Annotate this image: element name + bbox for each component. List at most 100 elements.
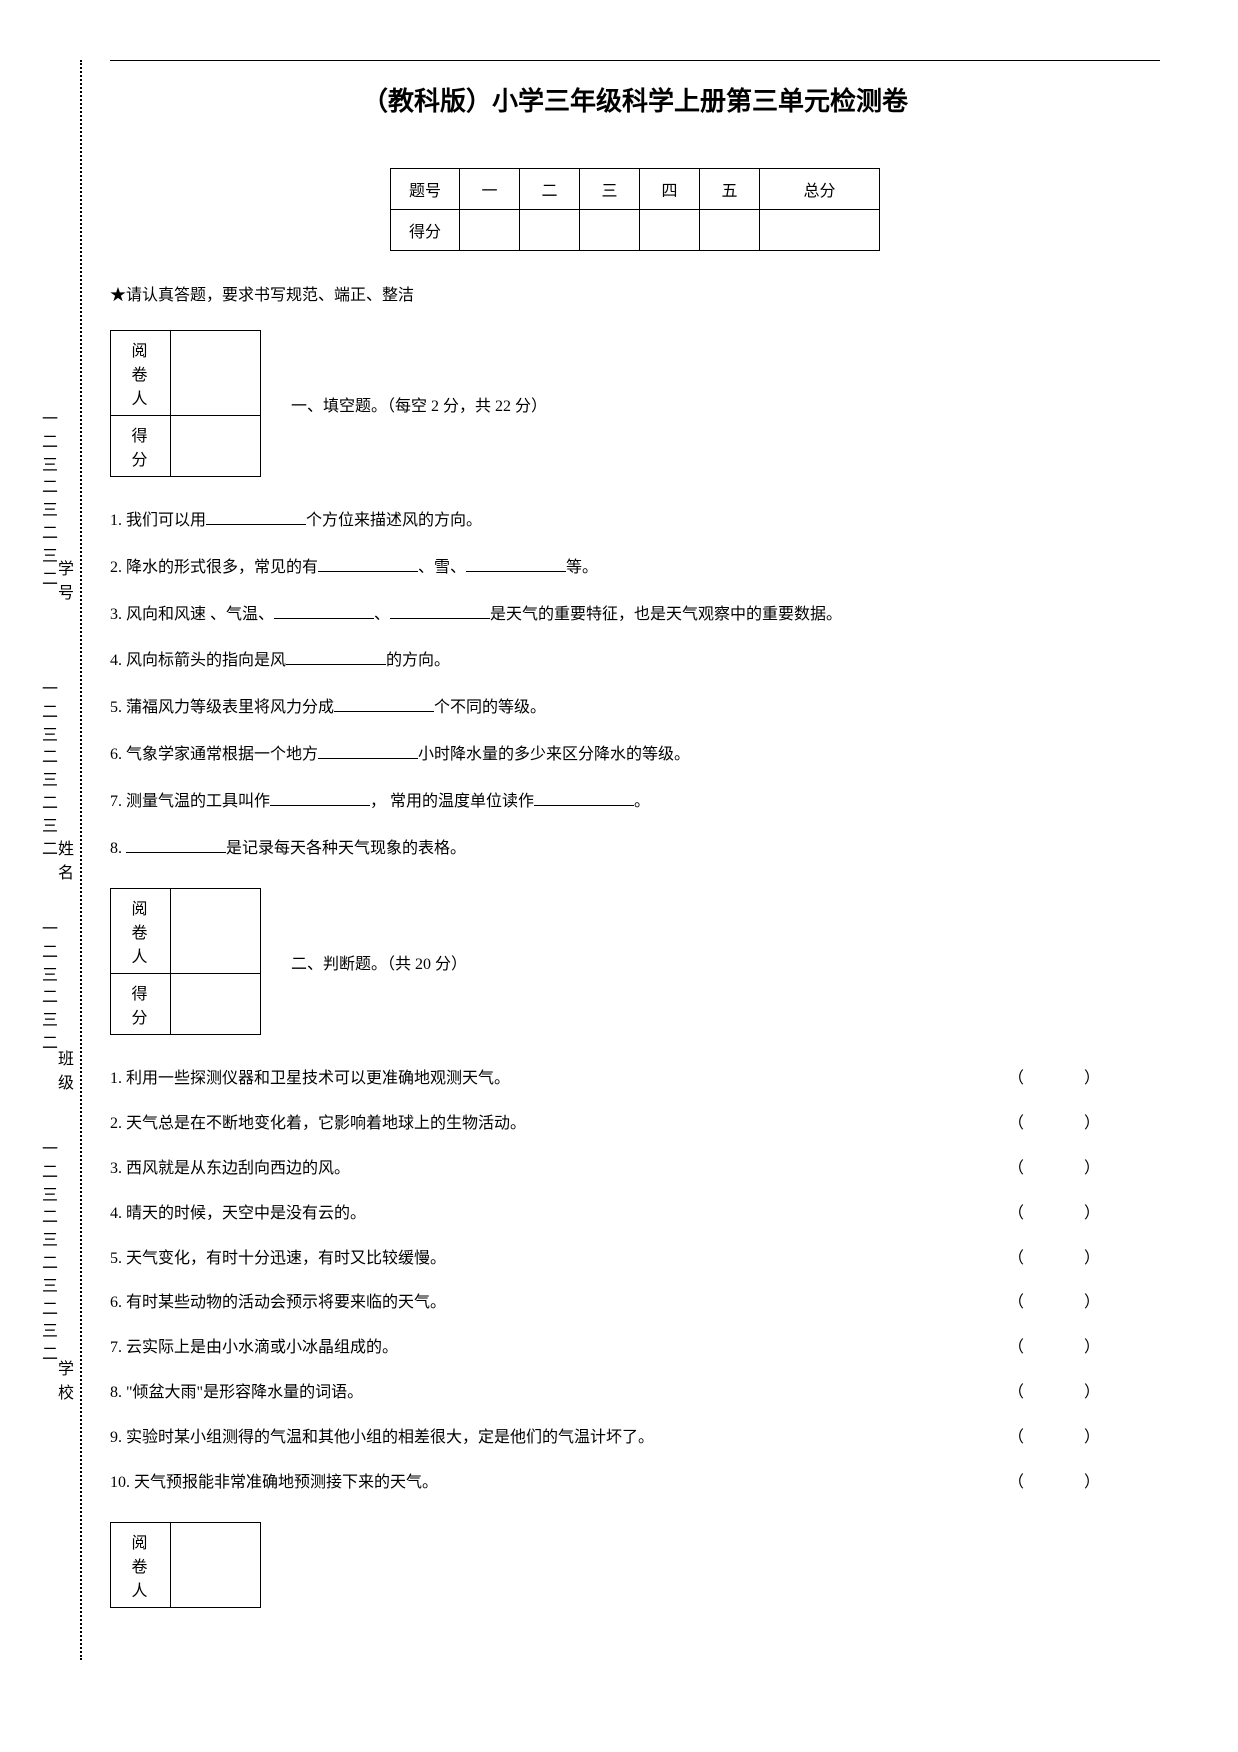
score-cell[interactable] [580,210,640,251]
judge-item: 8. "倾盆大雨"是形容降水量的词语。 （） [110,1379,1160,1408]
score-cell[interactable] [171,974,261,1035]
blank[interactable] [534,790,634,806]
q7-text-b: ， 常用的温度单位读作 [370,793,534,810]
binding-dotted-line [80,60,82,1660]
section2-title: 二、判断题。（共 20 分） [291,950,467,974]
judge-text: 4. 晴天的时候，天空中是没有云的。 [110,1200,710,1229]
q5-text-b: 个不同的等级。 [434,699,546,716]
top-rule [110,60,1160,61]
judge-bracket[interactable]: （） [960,1245,1160,1274]
blank[interactable] [206,509,306,525]
score-cell[interactable] [700,210,760,251]
section1-header: 阅卷人 得 分 一、填空题。（每空 2 分，共 22 分） [110,330,1160,477]
q2-text-a: 2. 降水的形式很多，常见的有 [110,559,318,576]
judge-bracket[interactable]: （） [960,1065,1160,1094]
score-cell[interactable] [760,210,880,251]
reviewer-cell[interactable] [171,1523,261,1608]
judge-item: 3. 西风就是从东边刮向西边的风。 （） [110,1155,1160,1184]
judge-bracket[interactable]: （） [960,1200,1160,1229]
blank[interactable] [126,837,226,853]
blank[interactable] [318,556,418,572]
q4-text-a: 4. 风向标箭头的指向是风 [110,652,286,669]
q6-text-a: 6. 气象学家通常根据一个地方 [110,746,318,763]
col-total: 总分 [760,169,880,210]
judge-text: 7. 云实际上是由小水滴或小冰晶组成的。 [110,1334,710,1363]
blank[interactable] [270,790,370,806]
judge-bracket[interactable]: （） [960,1424,1160,1453]
judge-text: 10. 天气预报能非常准确地预测接下来的天气。 [110,1469,710,1498]
judge-text: 9. 实验时某小组测得的气温和其他小组的相差很大，定是他们的气温计坏了。 [110,1424,710,1453]
col-4: 四 [640,169,700,210]
q3-text-a: 3. 风向和风速 、气温、 [110,606,274,623]
q4: 4. 风向标箭头的指向是风 的方向。 [110,647,1160,676]
q6-text-b: 小时降水量的多少来区分降水的等级。 [418,746,690,763]
side-label-school: 学校 [35,1360,75,1408]
score-cell[interactable] [640,210,700,251]
side-label-name: 姓名 [35,840,75,888]
judge-item: 10. 天气预报能非常准确地预测接下来的天气。 （） [110,1469,1160,1498]
reviewer-cell[interactable] [171,331,261,416]
judge-item: 9. 实验时某小组测得的气温和其他小组的相差很大，定是他们的气温计坏了。 （） [110,1424,1160,1453]
grader-table-2: 阅卷人 得 分 [110,888,261,1035]
judge-bracket[interactable]: （） [960,1289,1160,1318]
q7: 7. 测量气温的工具叫作 ， 常用的温度单位读作 。 [110,788,1160,817]
blank[interactable] [334,696,434,712]
q6: 6. 气象学家通常根据一个地方 小时降水量的多少来区分降水的等级。 [110,741,1160,770]
grader-table-1: 阅卷人 得 分 [110,330,261,477]
q3-text-b: 、 [374,606,390,623]
q2-text-c: 等。 [566,559,598,576]
blank[interactable] [466,556,566,572]
q8: 8. 是记录每天各种天气现象的表格。 [110,835,1160,864]
q4-text-b: 的方向。 [386,652,450,669]
q1-text-b: 个方位来描述风的方向。 [306,512,482,529]
judge-item: 1. 利用一些探测仪器和卫星技术可以更准确地观测天气。 （） [110,1065,1160,1094]
judge-bracket[interactable]: （） [960,1469,1160,1498]
judge-item: 6. 有时某些动物的活动会预示将要来临的天气。（） [110,1289,1160,1318]
q1: 1. 我们可以用 个方位来描述风的方向。 [110,507,1160,536]
score-cell[interactable] [520,210,580,251]
col-5: 五 [700,169,760,210]
side-dashes-3: 一二三二三二 [42,920,66,1057]
fill-blank-questions: 1. 我们可以用 个方位来描述风的方向。 2. 降水的形式很多，常见的有 、雪、 等。… [110,507,1160,863]
q2-text-b: 、雪、 [418,559,466,576]
judge-item: 7. 云实际上是由小水滴或小冰晶组成的。 （） [110,1334,1160,1363]
grader-table-3: 阅卷人 [110,1522,261,1608]
section2-header: 阅卷人 得 分 二、判断题。（共 20 分） [110,888,1160,1035]
side-dashes-2: 一二三二三二三二 [42,680,66,862]
col-label: 题号 [390,169,459,210]
q1-text-a: 1. 我们可以用 [110,512,206,529]
reviewer-label: 阅卷人 [111,331,171,416]
judge-text: 2. 天气总是在不断地变化着，它影响着地球上的生物活动。 [110,1110,710,1139]
q5-text-a: 5. 蒲福风力等级表里将风力分成 [110,699,334,716]
reviewer-label: 阅卷人 [111,1523,171,1608]
blank[interactable] [286,649,386,665]
score-summary-table: 题号 一 二 三 四 五 总分 得分 [390,168,880,251]
blank[interactable] [390,603,490,619]
blank[interactable] [318,743,418,759]
q3: 3. 风向和风速 、气温、 、 是天气的重要特征，也是天气观察中的重要数据。 [110,601,1160,630]
score-cell[interactable] [171,416,261,477]
q3-text-c: 是天气的重要特征，也是天气观察中的重要数据。 [490,606,842,623]
judge-text: 1. 利用一些探测仪器和卫星技术可以更准确地观测天气。 [110,1065,710,1094]
score-label: 得 分 [111,416,171,477]
score-label: 得 分 [111,974,171,1035]
side-dashes-4: 一二三二三二三二三二 [42,1140,66,1368]
blank[interactable] [274,603,374,619]
judge-bracket[interactable]: （） [960,1155,1160,1184]
side-label-class: 班级 [35,1050,75,1098]
judge-text: 3. 西风就是从东边刮向西边的风。 [110,1155,710,1184]
judge-text: 8. "倾盆大雨"是形容降水量的词语。 [110,1379,710,1408]
col-3: 三 [580,169,640,210]
reviewer-cell[interactable] [171,889,261,974]
score-header-row: 题号 一 二 三 四 五 总分 [390,169,879,210]
q5: 5. 蒲福风力等级表里将风力分成 个不同的等级。 [110,694,1160,723]
q7-text-c: 。 [634,793,650,810]
judge-questions: 1. 利用一些探测仪器和卫星技术可以更准确地观测天气。 （） 2. 天气总是在不断地… [110,1065,1160,1497]
side-label-student-id: 学号 [35,560,75,608]
score-cell[interactable] [460,210,520,251]
judge-bracket[interactable]: （） [960,1334,1160,1363]
reviewer-label: 阅卷人 [111,889,171,974]
judge-bracket[interactable]: （） [960,1379,1160,1408]
judge-bracket[interactable]: （） [960,1110,1160,1139]
q7-text-a: 7. 测量气温的工具叫作 [110,793,270,810]
